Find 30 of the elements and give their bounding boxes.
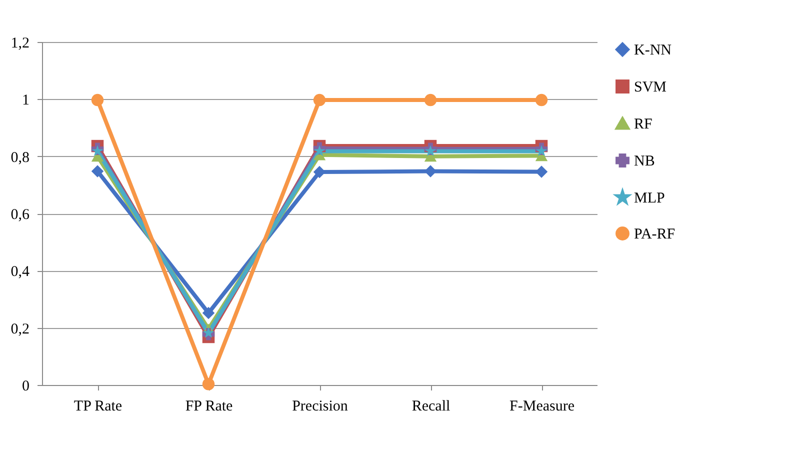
y-tick-label: 0,4: [10, 264, 30, 280]
x-tick-label: TP Rate: [74, 398, 122, 414]
point: [91, 165, 104, 178]
y-tick-label: 1: [22, 92, 30, 109]
legend-label: K-NN: [634, 42, 672, 58]
y-tick-label: 0,8: [10, 150, 30, 166]
y-tick-label: 0,2: [10, 321, 30, 338]
legend-label: SVM: [634, 80, 667, 96]
legend-label: PA-RF: [634, 226, 676, 242]
point: [202, 326, 214, 338]
x-tick-label: F-Measure: [510, 398, 575, 414]
legend-label: NB: [634, 154, 655, 170]
point: [92, 145, 104, 156]
x-tick-label: Precision: [292, 398, 348, 414]
legend-label: MLP: [634, 190, 665, 206]
y-tick-label: 1,2: [10, 36, 30, 52]
point: [424, 145, 436, 156]
point: [91, 94, 104, 106]
y-tick-label: 0: [22, 378, 30, 394]
x-tick-label: FP Rate: [185, 398, 234, 414]
point: [536, 145, 548, 156]
point: [314, 145, 326, 156]
point: [202, 378, 215, 390]
y-tick-label: 0,6: [10, 207, 30, 223]
point: [313, 94, 326, 106]
point: [424, 94, 437, 106]
legend-label: RF: [634, 116, 652, 132]
x-tick-label: Recall: [412, 398, 450, 414]
point: [535, 94, 548, 106]
point: [202, 306, 215, 320]
